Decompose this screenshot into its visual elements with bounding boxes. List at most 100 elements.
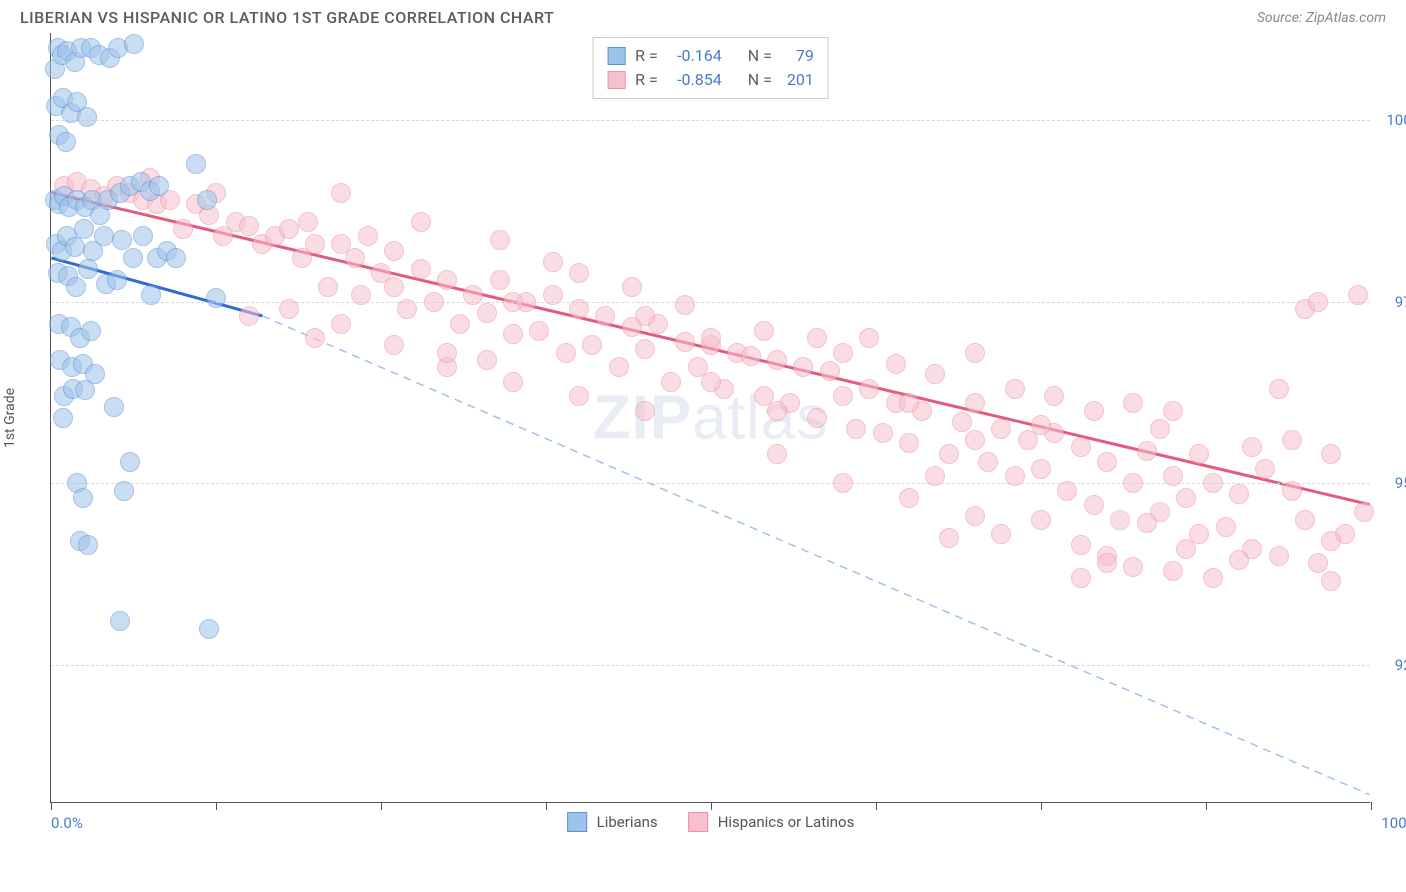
r-value-1: -0.164 <box>666 44 722 68</box>
data-point <box>701 372 721 392</box>
data-point <box>833 343 853 363</box>
data-point <box>978 452 998 472</box>
data-point <box>351 285 371 305</box>
data-point <box>873 423 893 443</box>
data-point <box>305 234 325 254</box>
x-tick <box>711 802 712 810</box>
data-point <box>437 270 457 290</box>
data-point <box>65 237 85 257</box>
y-tick-label: 100.0% <box>1386 111 1406 129</box>
data-point <box>411 212 431 232</box>
data-point <box>411 259 431 279</box>
data-point <box>965 343 985 363</box>
y-tick-label: 92.5% <box>1395 656 1406 674</box>
data-point <box>833 473 853 493</box>
data-point <box>1110 510 1130 530</box>
data-point <box>463 285 483 305</box>
legend-item-2: Hispanics or Latinos <box>688 812 855 832</box>
data-point <box>239 216 259 236</box>
gridline <box>51 302 1370 303</box>
data-point <box>1308 292 1328 312</box>
data-point <box>1203 473 1223 493</box>
data-point <box>1123 393 1143 413</box>
watermark: ZIPatlas <box>593 382 828 453</box>
data-point <box>279 299 299 319</box>
data-point <box>66 277 86 297</box>
legend-label-2: Hispanics or Latinos <box>718 813 855 831</box>
data-point <box>358 226 378 246</box>
data-point <box>939 528 959 548</box>
data-point <box>477 303 497 323</box>
n-label-2: N = <box>748 68 772 92</box>
data-point <box>609 357 629 377</box>
data-point <box>173 219 193 239</box>
data-point <box>529 321 549 341</box>
data-point <box>331 314 351 334</box>
data-point <box>767 444 787 464</box>
stats-row-1: R = -0.164 N = 79 <box>607 44 814 68</box>
data-point <box>397 299 417 319</box>
data-point <box>345 248 365 268</box>
y-axis-label: 1st Grade <box>2 388 18 448</box>
data-point <box>1189 444 1209 464</box>
x-axis-max-label: 100.0% <box>1381 814 1406 832</box>
legend-item-1: Liberians <box>567 812 658 832</box>
x-tick <box>1371 802 1372 810</box>
data-point <box>298 212 318 232</box>
data-point <box>1044 386 1064 406</box>
data-point <box>331 183 351 203</box>
n-value-2: 201 <box>780 68 814 92</box>
data-point <box>78 535 98 555</box>
n-label-1: N = <box>748 44 772 68</box>
swatch-series-2 <box>607 71 625 89</box>
data-point <box>965 430 985 450</box>
source-label: Source: ZipAtlas.com <box>1257 10 1386 26</box>
data-point <box>595 306 615 326</box>
data-point <box>1123 473 1143 493</box>
data-point <box>114 481 134 501</box>
data-point <box>1269 379 1289 399</box>
data-point <box>820 361 840 381</box>
x-tick <box>1206 802 1207 810</box>
data-point <box>384 335 404 355</box>
data-point <box>1282 481 1302 501</box>
data-point <box>952 412 972 432</box>
data-point <box>1137 441 1157 461</box>
stats-row-2: R = -0.854 N = 201 <box>607 68 814 92</box>
data-point <box>437 343 457 363</box>
r-label-1: R = <box>635 44 658 68</box>
gridline <box>51 120 1370 121</box>
data-point <box>1295 510 1315 530</box>
data-point <box>991 419 1011 439</box>
data-point <box>112 230 132 250</box>
data-point <box>75 380 95 400</box>
data-point <box>1163 401 1183 421</box>
data-point <box>754 321 774 341</box>
data-point <box>149 176 169 196</box>
data-point <box>925 364 945 384</box>
data-point <box>965 393 985 413</box>
data-point <box>807 408 827 428</box>
data-point <box>767 401 787 421</box>
x-tick <box>381 802 382 810</box>
data-point <box>74 219 94 239</box>
data-point <box>556 343 576 363</box>
x-tick <box>51 802 52 810</box>
data-point <box>77 107 97 127</box>
data-point <box>124 34 144 54</box>
data-point <box>197 190 217 210</box>
data-point <box>123 248 143 268</box>
data-point <box>477 350 497 370</box>
data-point <box>424 292 444 312</box>
data-point <box>661 372 681 392</box>
chart-area: 1st Grade ZIPatlas R = -0.164 N = 79 R =… <box>20 33 1386 803</box>
data-point <box>384 277 404 297</box>
data-point <box>1354 502 1374 522</box>
stats-legend-box: R = -0.164 N = 79 R = -0.854 N = 201 <box>592 37 829 99</box>
data-point <box>675 332 695 352</box>
data-point <box>1255 459 1275 479</box>
chart-title: LIBERIAN VS HISPANIC OR LATINO 1ST GRADE… <box>20 8 554 27</box>
data-point <box>741 346 761 366</box>
legend-swatch-2 <box>688 812 708 832</box>
data-point <box>1031 415 1051 435</box>
